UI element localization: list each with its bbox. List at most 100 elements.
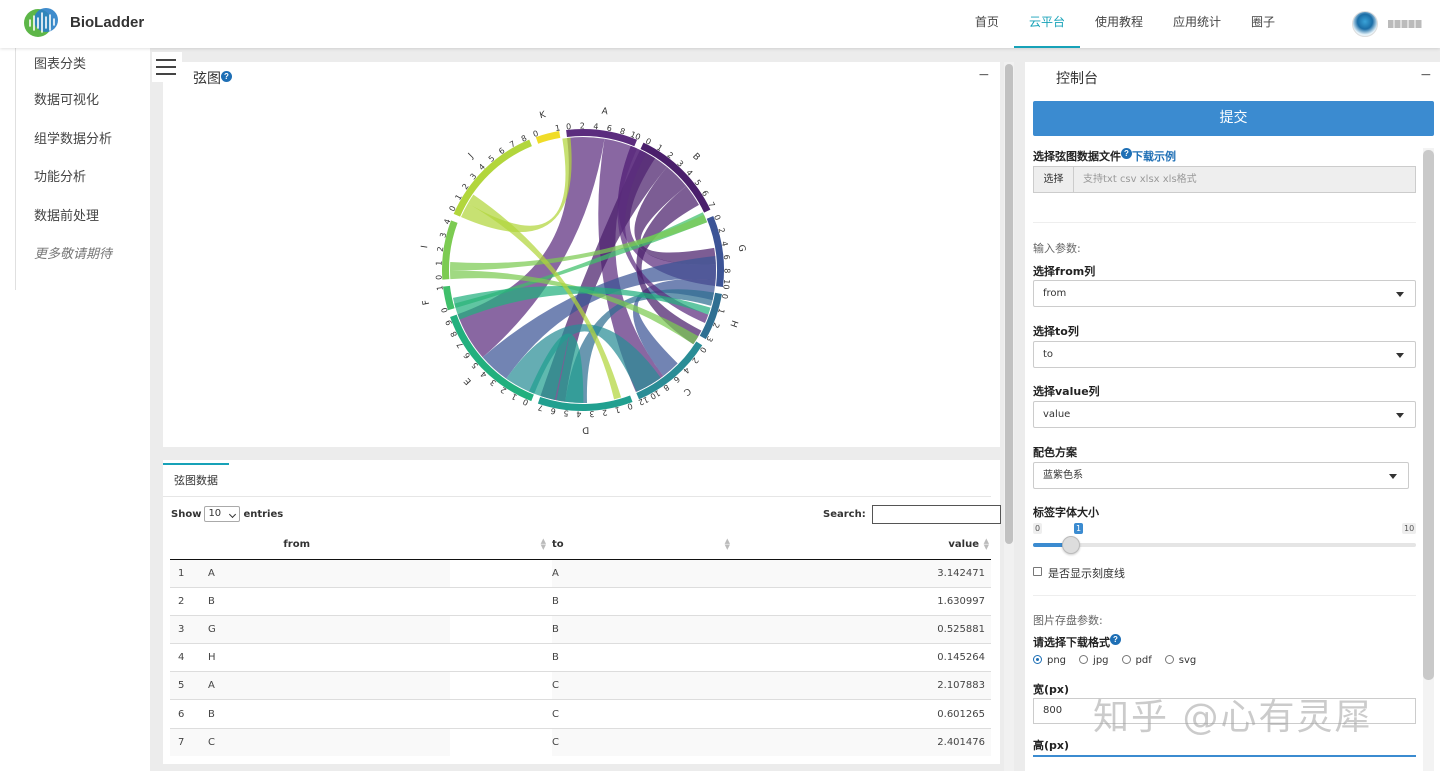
nav-tutorial[interactable]: 使用教程 — [1094, 15, 1143, 29]
cell-to: A — [552, 558, 732, 588]
chord-link — [617, 145, 709, 324]
format-radio-svg[interactable]: svg — [1164, 655, 1196, 666]
menu-toggle-icon[interactable] — [152, 52, 182, 82]
divider — [1033, 222, 1416, 223]
table-row[interactable]: 3 G B 0.525881 — [170, 614, 991, 644]
slider-value-label: 1 — [1074, 523, 1084, 534]
nav-home[interactable]: 首页 — [974, 15, 999, 29]
radio-label: jpg — [1093, 655, 1109, 666]
format-radio-pdf[interactable]: pdf — [1121, 655, 1152, 666]
column-header-to[interactable]: to ▲ ▼ — [552, 530, 732, 560]
file-choose-button[interactable]: 选择 — [1034, 167, 1074, 192]
format-radio-png[interactable]: png — [1033, 655, 1066, 666]
file-input[interactable]: 选择 支持txt csv xlsx xls格式 — [1033, 166, 1416, 193]
value-column-select[interactable]: value — [1033, 401, 1416, 428]
slider-handle[interactable] — [1062, 536, 1081, 554]
chord-link — [450, 270, 699, 345]
tick-label: 10 — [648, 388, 661, 401]
sector-label: E — [462, 375, 473, 386]
sidebar-item-function[interactable]: 功能分析 — [34, 170, 87, 185]
search-input[interactable] — [871, 505, 1001, 524]
tick-label: 2 — [436, 246, 446, 252]
table-row[interactable]: 2 B B 1.630997 — [170, 586, 991, 616]
sidebar-item-visualization[interactable]: 数据可视化 — [34, 93, 100, 108]
brand-logo[interactable]: BioLadder — [22, 6, 144, 38]
color-scheme-label: 配色方案 — [1033, 446, 1077, 459]
tick-label: 6 — [550, 406, 557, 416]
main-scrollbar-thumb[interactable] — [1005, 64, 1013, 544]
tick-label: 3 — [675, 159, 685, 169]
chevron-down-icon — [1389, 474, 1397, 479]
radio-icon[interactable] — [1121, 655, 1131, 664]
tick-label: 4 — [442, 218, 452, 226]
help-icon[interactable]: ? — [221, 71, 232, 82]
color-select-value: 蓝紫色系 — [1043, 470, 1083, 481]
user-menu[interactable] — [1352, 11, 1422, 37]
tick-label: 0 — [440, 306, 450, 313]
cell-value: 2.401476 — [732, 727, 991, 757]
tick-label: 2 — [580, 121, 585, 130]
help-icon[interactable]: ? — [1121, 148, 1132, 159]
sector-arc-H — [699, 292, 722, 340]
column-header-value[interactable]: value ▲ ▼ — [732, 530, 991, 560]
nav-community[interactable]: 圈子 — [1250, 15, 1275, 29]
sector-arc-E — [450, 314, 534, 402]
to-column-select[interactable]: to — [1033, 341, 1416, 368]
from-column-select[interactable]: from — [1033, 280, 1416, 307]
tick-label: 4 — [720, 240, 730, 247]
tab-chord-data[interactable]: 弦图数据 — [163, 463, 229, 496]
sector-label: C — [681, 385, 692, 397]
sector-label: I — [420, 245, 430, 249]
chart-panel-title: 弦图? — [193, 68, 232, 88]
tick-label: 3 — [704, 335, 714, 344]
tick-label: 4 — [681, 365, 691, 375]
tick-label: 2 — [711, 321, 721, 329]
from-select-value: from — [1043, 288, 1067, 299]
main-nav: 首页 云平台 使用教程 应用统计 圈子 — [960, 0, 1290, 48]
format-radio-jpg[interactable]: jpg — [1079, 655, 1109, 666]
table-row[interactable]: 4 H B 0.145264 — [170, 643, 991, 672]
tick-label: 1 — [554, 123, 561, 133]
entries-select[interactable]: 10 — [204, 506, 241, 522]
radio-icon[interactable] — [1164, 655, 1174, 664]
scale-checkbox-label: 是否显示刻度线 — [1048, 567, 1125, 580]
control-scrollbar-thumb[interactable] — [1423, 150, 1434, 680]
column-header-from[interactable]: from — [170, 530, 310, 560]
tick-label: 6 — [606, 124, 613, 134]
nav-statistics[interactable]: 应用统计 — [1172, 15, 1221, 29]
tick-label: 2 — [499, 385, 508, 395]
table-row[interactable]: 5 A C 2.107883 — [170, 671, 991, 700]
bioladder-logo-icon — [24, 8, 58, 37]
scale-checkbox[interactable] — [1033, 567, 1042, 576]
table-row[interactable]: 7 C C 2.401476 — [170, 727, 991, 757]
width-input[interactable]: 800 — [1033, 698, 1416, 724]
tick-label: 4 — [477, 162, 487, 172]
collapse-control-button[interactable]: − — [1420, 67, 1432, 83]
help-icon[interactable]: ? — [1110, 634, 1121, 645]
cell-from: B — [208, 586, 450, 616]
radio-icon[interactable] — [1079, 655, 1089, 664]
sidebar-item-chart-category[interactable]: 图表分类 — [34, 57, 87, 72]
collapse-chart-button[interactable]: − — [978, 67, 990, 83]
tick-label: 6 — [462, 351, 472, 360]
control-panel-title: 控制台 — [1056, 71, 1098, 87]
height-input-border — [1033, 755, 1416, 757]
color-scheme-select[interactable]: 蓝紫色系 — [1033, 462, 1409, 489]
avatar[interactable] — [1352, 11, 1378, 37]
table-row[interactable]: 1 A A 3.142471 — [170, 558, 991, 588]
sidebar-item-preprocess[interactable]: 数据前处理 — [34, 208, 100, 224]
tick-label: 0 — [626, 401, 634, 411]
download-example-link[interactable]: 下载示例 — [1132, 150, 1176, 163]
cell-to: B — [552, 614, 732, 644]
sidebar-item-omics[interactable]: 组学数据分析 — [34, 131, 113, 147]
tick-label: 9 — [444, 319, 454, 327]
submit-button[interactable]: 提交 — [1033, 101, 1434, 136]
chord-link — [634, 166, 716, 265]
column-sort-from[interactable]: ▲ ▼ — [310, 530, 552, 560]
tick-label: 8 — [619, 127, 626, 137]
radio-icon[interactable] — [1033, 655, 1042, 664]
nav-cloud-platform[interactable]: 云平台 — [1013, 0, 1080, 48]
tick-label: 8 — [449, 330, 459, 339]
font-size-slider[interactable] — [1033, 543, 1416, 547]
table-row[interactable]: 6 B C 0.601265 — [170, 699, 991, 729]
